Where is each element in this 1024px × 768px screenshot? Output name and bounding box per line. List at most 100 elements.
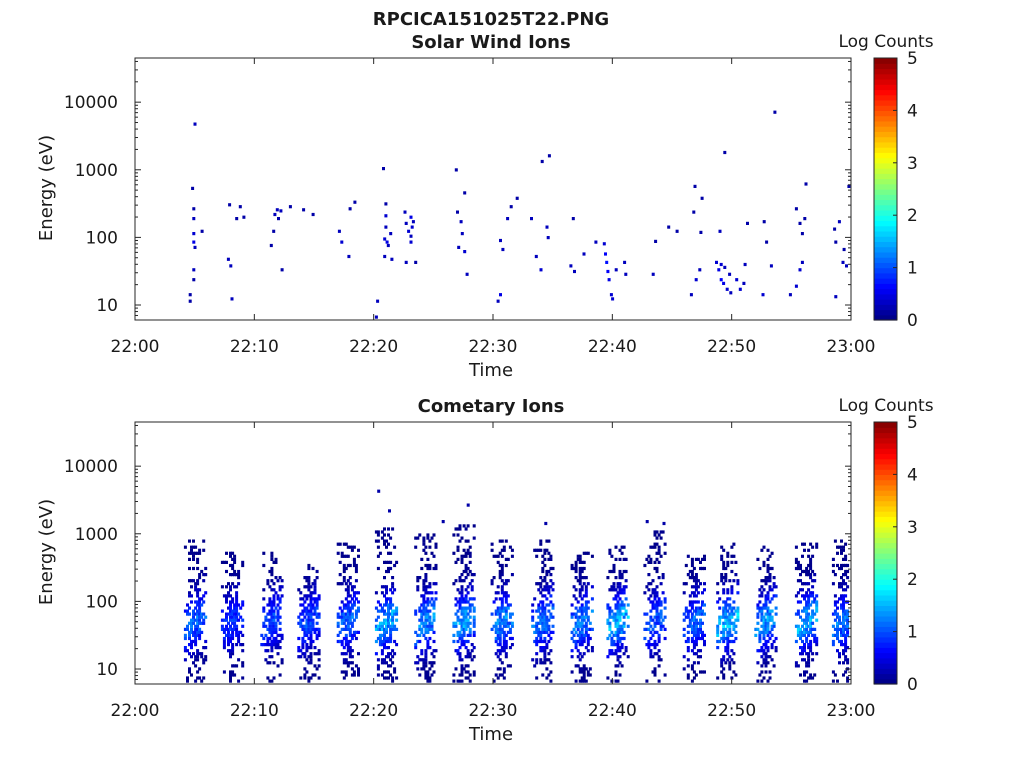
heatmap-cell <box>541 609 545 613</box>
heatmap-cell <box>576 600 580 604</box>
heatmap-cell <box>354 563 358 568</box>
colorbar-segment <box>874 283 897 290</box>
heatmap-cell <box>260 633 264 637</box>
heatmap-cell <box>496 636 500 641</box>
heatmap-cell <box>622 569 626 574</box>
heatmap-cell <box>227 643 230 647</box>
heatmap-cell <box>305 646 309 650</box>
heatmap-cell <box>382 167 385 171</box>
heatmap-cell <box>376 545 380 549</box>
heatmap-cell <box>374 618 378 622</box>
heatmap-cell <box>659 612 663 616</box>
heatmap-cell <box>462 606 466 610</box>
heatmap-cell <box>346 588 350 592</box>
heatmap-cell <box>384 202 388 206</box>
heatmap-cell <box>462 615 466 619</box>
heatmap-cell <box>803 606 806 610</box>
heatmap-cell <box>572 639 576 644</box>
heatmap-cell <box>580 588 584 592</box>
heatmap-cell <box>472 673 476 677</box>
heatmap-cell <box>352 557 356 561</box>
heatmap-cell <box>464 621 468 625</box>
heatmap-cell <box>700 196 704 200</box>
heatmap-cell <box>231 609 235 613</box>
heatmap-cell <box>618 569 622 574</box>
heatmap-cell <box>374 591 378 595</box>
heatmap-cell <box>303 624 307 628</box>
heatmap-cell <box>410 225 414 229</box>
heatmap-cell <box>496 676 500 680</box>
heatmap-cell <box>347 254 351 259</box>
heatmap-cell <box>188 670 191 674</box>
heatmap-cell <box>616 627 620 631</box>
heatmap-cell <box>418 624 422 628</box>
heatmap-cell <box>196 551 200 555</box>
heatmap-cell <box>590 627 594 631</box>
heatmap-cell <box>490 627 494 631</box>
heatmap-cell <box>466 621 470 625</box>
heatmap-cell <box>729 291 733 295</box>
heatmap-cell <box>809 603 813 607</box>
heatmap-cell <box>188 566 191 571</box>
heatmap-cell <box>434 582 438 586</box>
heatmap-cell <box>799 652 802 656</box>
heatmap-cell <box>196 633 200 637</box>
heatmap-cell <box>233 664 237 668</box>
heatmap-cell <box>657 655 661 659</box>
heatmap-cell <box>229 609 232 613</box>
heatmap-cell <box>204 573 208 577</box>
heatmap-cell <box>576 554 580 558</box>
heatmap-cell <box>307 630 311 634</box>
heatmap-cell <box>311 673 315 677</box>
heatmap-cell <box>735 278 739 282</box>
heatmap-cell <box>430 603 434 607</box>
heatmap-cell <box>580 636 584 641</box>
heatmap-cell <box>357 600 360 604</box>
heatmap-cell <box>276 643 280 647</box>
heatmap-cell <box>307 621 311 625</box>
heatmap-cell <box>614 618 618 622</box>
heatmap-cell <box>645 621 649 625</box>
heatmap-cell <box>604 252 607 256</box>
heatmap-cell <box>235 627 239 631</box>
x-tick-label: 22:40 <box>588 701 637 721</box>
heatmap-cell <box>500 609 504 613</box>
heatmap-cell <box>614 612 618 616</box>
heatmap-cell <box>801 554 804 558</box>
heatmap-cell <box>387 655 390 659</box>
heatmap-cell <box>424 649 428 653</box>
heatmap-cell <box>657 551 661 555</box>
heatmap-cell <box>192 557 195 561</box>
heatmap-cell <box>395 560 399 564</box>
heatmap-cell <box>391 621 395 625</box>
heatmap-cell <box>614 576 618 580</box>
cometary-ions-panel: Cometary Ions Log Counts Time Energy (eV… <box>36 396 934 745</box>
heatmap-cell <box>730 588 734 592</box>
heatmap-cell <box>464 600 468 604</box>
heatmap-cell <box>736 582 740 586</box>
heatmap-cell <box>506 603 510 607</box>
heatmap-cell <box>584 585 588 589</box>
heatmap-cell <box>537 627 541 631</box>
heatmap-cell <box>614 621 618 625</box>
heatmap-cell <box>801 658 804 662</box>
heatmap-cell <box>466 566 470 571</box>
heatmap-cell <box>299 621 303 625</box>
heatmap-cell <box>391 582 395 586</box>
heatmap-cell <box>424 664 428 668</box>
heatmap-cell <box>301 636 305 641</box>
heatmap-cell <box>494 597 498 601</box>
heatmap-cell <box>460 557 464 561</box>
heatmap-cell <box>584 594 588 598</box>
heatmap-cell <box>724 579 728 583</box>
heatmap-cell <box>574 664 578 668</box>
heatmap-cell <box>422 603 426 607</box>
heatmap-cell <box>225 627 228 631</box>
heatmap-cell <box>539 582 543 586</box>
heatmap-cell <box>539 268 543 272</box>
heatmap-cell <box>194 624 198 628</box>
heatmap-cell <box>385 676 388 680</box>
heatmap-cell <box>734 624 738 628</box>
heatmap-cell <box>840 585 843 589</box>
heatmap-cell <box>620 612 624 616</box>
